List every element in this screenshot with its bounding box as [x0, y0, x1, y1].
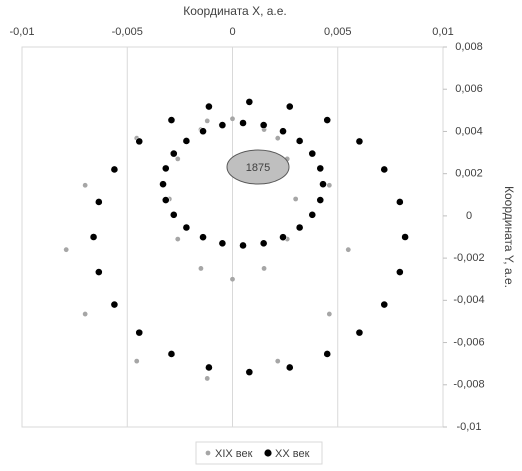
point [326, 311, 332, 317]
point [205, 102, 213, 111]
point [295, 223, 304, 232]
point [275, 135, 281, 141]
point [199, 127, 207, 136]
point [204, 376, 210, 381]
point [169, 210, 178, 219]
y-tick-label: 0,004 [455, 125, 483, 137]
point [395, 268, 404, 276]
point [239, 119, 247, 127]
point [199, 233, 207, 242]
point [316, 196, 325, 204]
point [275, 358, 281, 364]
point [82, 182, 88, 188]
point [380, 300, 389, 309]
x-tick-label: 0,005 [324, 26, 352, 38]
point [261, 266, 267, 271]
legend-box [195, 441, 323, 465]
point [285, 363, 294, 372]
legend-marker [264, 449, 272, 457]
point [395, 198, 404, 206]
point [205, 363, 213, 372]
y-tick-label: -0,008 [453, 379, 484, 391]
point [279, 233, 287, 242]
y-tick-label: 0,008 [455, 41, 483, 53]
point [230, 116, 235, 122]
point [204, 118, 210, 124]
annotation: 1875 [246, 162, 270, 174]
point [167, 350, 176, 358]
point [380, 165, 389, 174]
point [218, 239, 227, 248]
point [355, 328, 364, 337]
legend-label: XX век [275, 448, 310, 460]
point [259, 121, 268, 130]
x-tick-label: 0,01 [432, 26, 453, 38]
y-tick-label: 0,006 [455, 83, 483, 95]
point [82, 311, 88, 317]
point [182, 223, 191, 232]
x-tick-label: -0,005 [112, 26, 143, 38]
point [63, 247, 69, 253]
x-tick-label: 0 [229, 26, 235, 38]
y-tick-label: -0,006 [453, 336, 484, 348]
point [295, 137, 304, 145]
point [161, 164, 170, 173]
point [245, 97, 254, 106]
point [94, 198, 103, 206]
point [230, 276, 235, 282]
point [345, 247, 351, 253]
point [110, 300, 119, 309]
point [135, 137, 144, 146]
y-axis-title: Координата Y, а.е. [502, 186, 516, 288]
point [239, 241, 247, 250]
y-tick-label: 0,002 [455, 168, 483, 180]
y-tick-label: -0,01 [456, 421, 481, 433]
point [198, 266, 204, 271]
point [135, 328, 144, 337]
y-tick-label: 0 [466, 210, 472, 222]
point [319, 180, 327, 189]
point [326, 182, 332, 188]
point [182, 137, 191, 145]
point [259, 239, 268, 248]
point [308, 210, 317, 219]
point [293, 196, 299, 202]
point [245, 368, 254, 377]
annotation-bubble [226, 149, 290, 185]
point [159, 180, 167, 189]
point [401, 233, 410, 241]
point [355, 137, 364, 146]
point [316, 164, 325, 173]
x-tick-label: -0,01 [9, 26, 34, 38]
y-tick-label: -0,002 [453, 252, 484, 264]
point [279, 127, 287, 136]
legend-marker [205, 450, 211, 456]
legend-label: XIX век [215, 448, 253, 460]
point [89, 233, 98, 241]
point [167, 116, 176, 124]
y-tick-label: -0,004 [453, 294, 484, 306]
point [323, 116, 332, 124]
point [110, 165, 119, 174]
point [94, 268, 103, 276]
point [175, 236, 181, 242]
point [218, 121, 227, 130]
point [285, 102, 294, 111]
point [175, 156, 181, 162]
x-axis-title: Координата X, а.е. [183, 4, 287, 18]
point [323, 350, 332, 358]
point [169, 149, 178, 158]
point [308, 149, 317, 158]
point [161, 196, 170, 204]
point [134, 358, 140, 364]
